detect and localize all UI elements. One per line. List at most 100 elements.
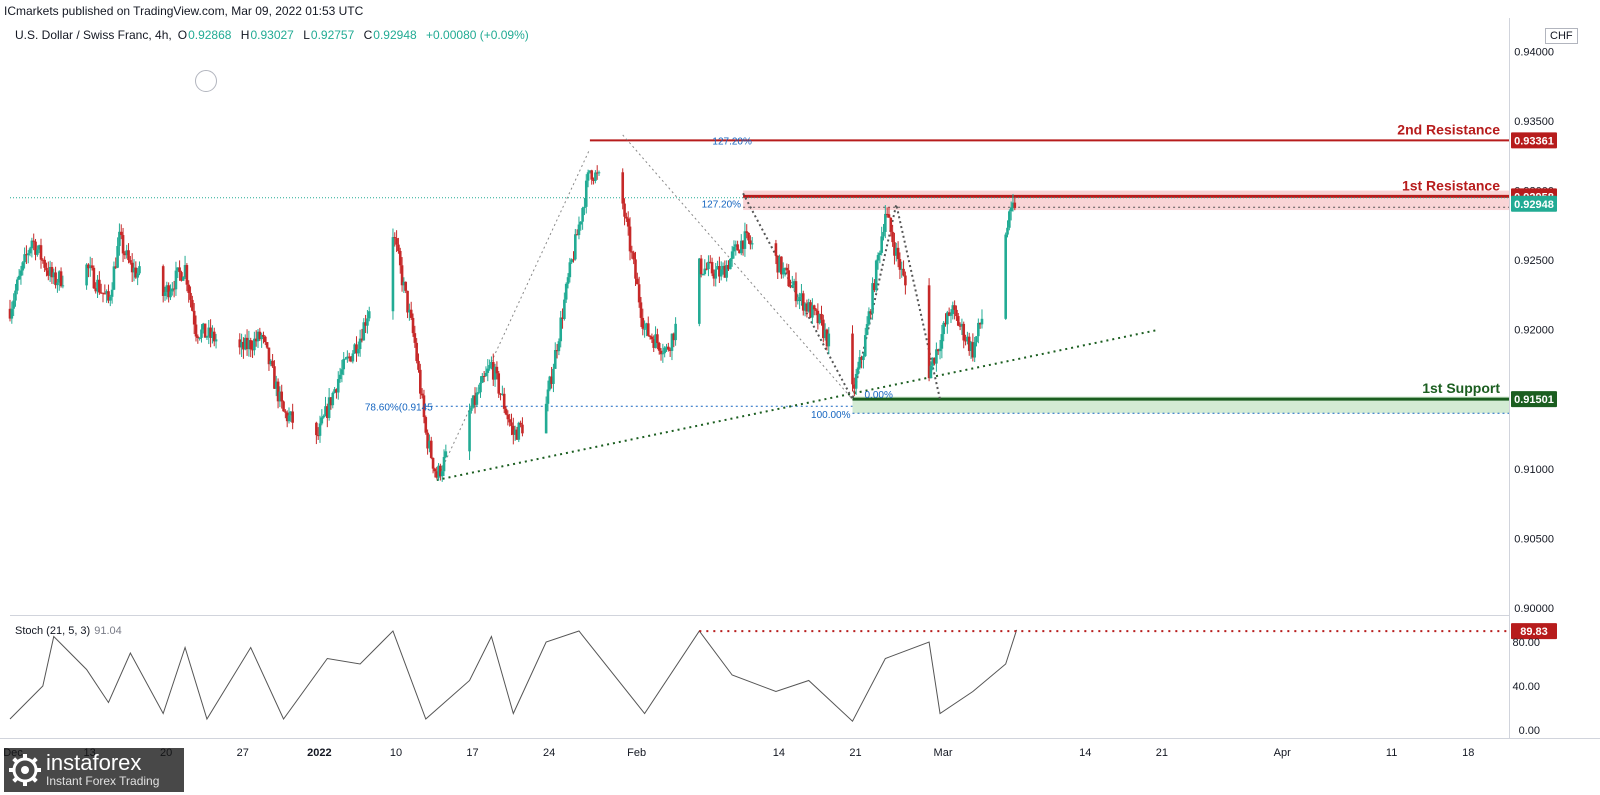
- candlestick: [778, 254, 781, 273]
- candlestick: [725, 260, 728, 282]
- candlestick: [796, 293, 800, 305]
- candle-body: [254, 338, 258, 342]
- candlestick: [648, 335, 652, 340]
- candle-body: [628, 226, 632, 252]
- candlestick: [59, 267, 63, 288]
- candle-body: [718, 266, 721, 277]
- candles-layer: [8, 165, 1017, 482]
- candlestick: [978, 322, 982, 329]
- candle-body: [260, 334, 263, 340]
- candle-body: [442, 456, 446, 472]
- candlestick: [863, 327, 867, 358]
- candle-body: [26, 253, 30, 256]
- zones-layer: [743, 190, 1509, 414]
- candle-body: [477, 392, 480, 394]
- candle-body: [103, 293, 107, 295]
- candlestick: [39, 238, 43, 269]
- candlestick: [878, 250, 882, 264]
- candle-body: [973, 342, 976, 358]
- candlestick: [626, 211, 630, 236]
- candle-body: [413, 333, 417, 343]
- candlestick: [163, 286, 167, 301]
- candlestick: [497, 371, 501, 398]
- candlestick: [854, 369, 858, 395]
- candlestick: [183, 255, 187, 279]
- candlestick: [902, 260, 905, 277]
- candlestick: [657, 341, 661, 355]
- candle-body: [512, 425, 515, 435]
- candle-body: [402, 281, 406, 286]
- candle-body: [114, 266, 118, 268]
- candle-body: [176, 267, 180, 271]
- candle-body: [329, 397, 333, 406]
- candlestick: [942, 321, 945, 342]
- candlestick: [45, 262, 48, 277]
- candle-body: [101, 292, 105, 294]
- candlestick: [336, 371, 340, 400]
- pane-divider[interactable]: [10, 615, 1509, 616]
- candlestick: [52, 268, 56, 285]
- candle-body: [316, 435, 320, 437]
- candle-body: [822, 319, 825, 339]
- candlestick: [561, 308, 564, 329]
- candle-body: [34, 241, 37, 255]
- candlestick: [335, 388, 338, 399]
- candlestick: [180, 270, 183, 282]
- candle-body: [707, 261, 710, 270]
- candlestick: [579, 221, 583, 231]
- candle-body: [812, 305, 816, 310]
- candle-body: [471, 395, 475, 408]
- candle-body: [85, 264, 88, 286]
- candlestick: [269, 359, 273, 367]
- candlestick: [1004, 232, 1007, 320]
- candlestick: [327, 387, 331, 421]
- candle-body: [161, 266, 165, 296]
- candle-body: [876, 255, 880, 261]
- stochastic-legend: Stoch (21, 5, 3) 91.04: [15, 625, 122, 637]
- candlestick: [198, 337, 201, 341]
- candlestick: [85, 263, 88, 290]
- candle-body: [716, 266, 719, 270]
- candle-body: [971, 342, 975, 358]
- candlestick: [904, 271, 907, 295]
- price-tick-label: 0.92500: [1514, 255, 1554, 267]
- candlestick: [391, 228, 395, 320]
- candle-body: [192, 310, 196, 325]
- candle-body: [247, 340, 251, 350]
- candlestick: [174, 261, 178, 296]
- candlestick: [512, 417, 515, 445]
- stochastic-tick-label: 0.00: [1519, 725, 1540, 737]
- candle-body: [205, 336, 209, 338]
- candle-body: [318, 423, 322, 436]
- candlestick: [103, 284, 107, 295]
- time-tick-label: 21: [1156, 747, 1168, 759]
- time-tick-label: 14: [773, 747, 785, 759]
- candlestick: [822, 314, 825, 343]
- candlestick: [315, 421, 318, 445]
- candle-body: [636, 278, 639, 285]
- candlestick: [927, 278, 931, 382]
- candlestick: [21, 261, 25, 276]
- candle-body: [404, 281, 408, 291]
- candlestick: [668, 347, 672, 357]
- candlestick: [240, 333, 243, 358]
- abcd-pattern: [742, 192, 942, 403]
- time-tick-label: Feb: [627, 747, 646, 759]
- candlestick: [214, 333, 218, 349]
- candlestick: [409, 301, 413, 320]
- candle-body: [800, 293, 803, 297]
- candle-body: [59, 271, 63, 287]
- candle-body: [729, 258, 732, 270]
- candlestick: [634, 251, 637, 286]
- candlestick: [869, 309, 873, 319]
- candle-body: [519, 422, 522, 425]
- price-tick-label: 0.92000: [1514, 325, 1554, 337]
- currency-label[interactable]: CHF: [1545, 28, 1578, 44]
- candle-body: [626, 218, 630, 227]
- candle-body: [663, 347, 666, 354]
- candlestick: [54, 266, 57, 289]
- candle-body: [424, 417, 428, 433]
- candlestick: [48, 260, 52, 282]
- candlestick: [867, 307, 871, 326]
